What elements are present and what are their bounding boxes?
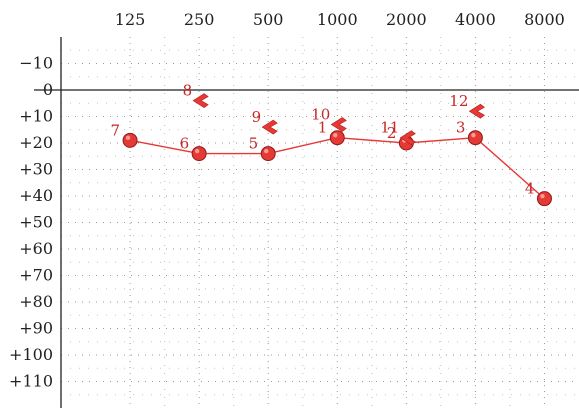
y-tick-label: +60	[19, 239, 53, 258]
data-point-bracket	[399, 130, 416, 146]
data-point-circle	[122, 132, 138, 148]
y-tick-label: +110	[9, 372, 53, 391]
x-tick-label: 125	[115, 10, 146, 29]
data-point-bracket	[330, 117, 347, 132]
data-point-highlight	[264, 148, 269, 154]
data-point-label: 11	[380, 119, 399, 137]
data-point-highlight	[471, 133, 476, 138]
x-tick-label: 500	[253, 10, 284, 29]
y-tick-label: +10	[19, 107, 53, 126]
data-point-label: 4	[525, 180, 535, 198]
data-point-label: 2	[387, 124, 397, 142]
y-tick-label: +90	[19, 319, 53, 338]
y-tick-label: +70	[19, 266, 53, 285]
y-tick-label: +50	[19, 213, 53, 232]
data-point-circle	[467, 130, 483, 146]
x-tick-label: 2000	[386, 10, 427, 29]
data-point-bracket	[192, 93, 209, 108]
data-point-circle	[536, 191, 552, 207]
data-point-highlight	[333, 133, 338, 138]
data-point-circle	[191, 146, 207, 162]
data-point-circle	[260, 146, 276, 162]
data-point-label: 10	[311, 105, 330, 123]
data-point-label: 5	[249, 135, 259, 153]
data-point-label: 1	[318, 119, 328, 137]
data-point-label: 3	[456, 119, 466, 137]
data-point-bracket	[261, 119, 278, 135]
data-point-bracket	[468, 103, 485, 119]
y-tick-label: +20	[19, 133, 53, 152]
y-tick-label: +30	[19, 160, 53, 179]
y-tick-label: +40	[19, 186, 53, 205]
x-tick-label: 4000	[455, 10, 496, 29]
y-tick-label: −10	[19, 54, 53, 73]
y-tick-label: 0	[43, 80, 53, 99]
x-tick-label: 250	[184, 10, 215, 29]
data-point-highlight	[125, 135, 131, 141]
data-point-label: 8	[183, 82, 193, 100]
data-point-label: 9	[252, 108, 262, 126]
y-tick-label: +80	[19, 292, 53, 311]
data-point-highlight	[194, 148, 200, 154]
x-tick-label: 8000	[524, 10, 565, 29]
data-point-label: 12	[449, 92, 468, 110]
data-point-highlight	[540, 193, 545, 199]
y-tick-label: +100	[9, 345, 53, 364]
series-line	[129, 136, 545, 200]
data-point-label: 6	[180, 135, 190, 153]
data-point-circle	[329, 130, 345, 146]
x-tick-label: 1000	[317, 10, 358, 29]
data-point-label: 7	[111, 121, 121, 139]
